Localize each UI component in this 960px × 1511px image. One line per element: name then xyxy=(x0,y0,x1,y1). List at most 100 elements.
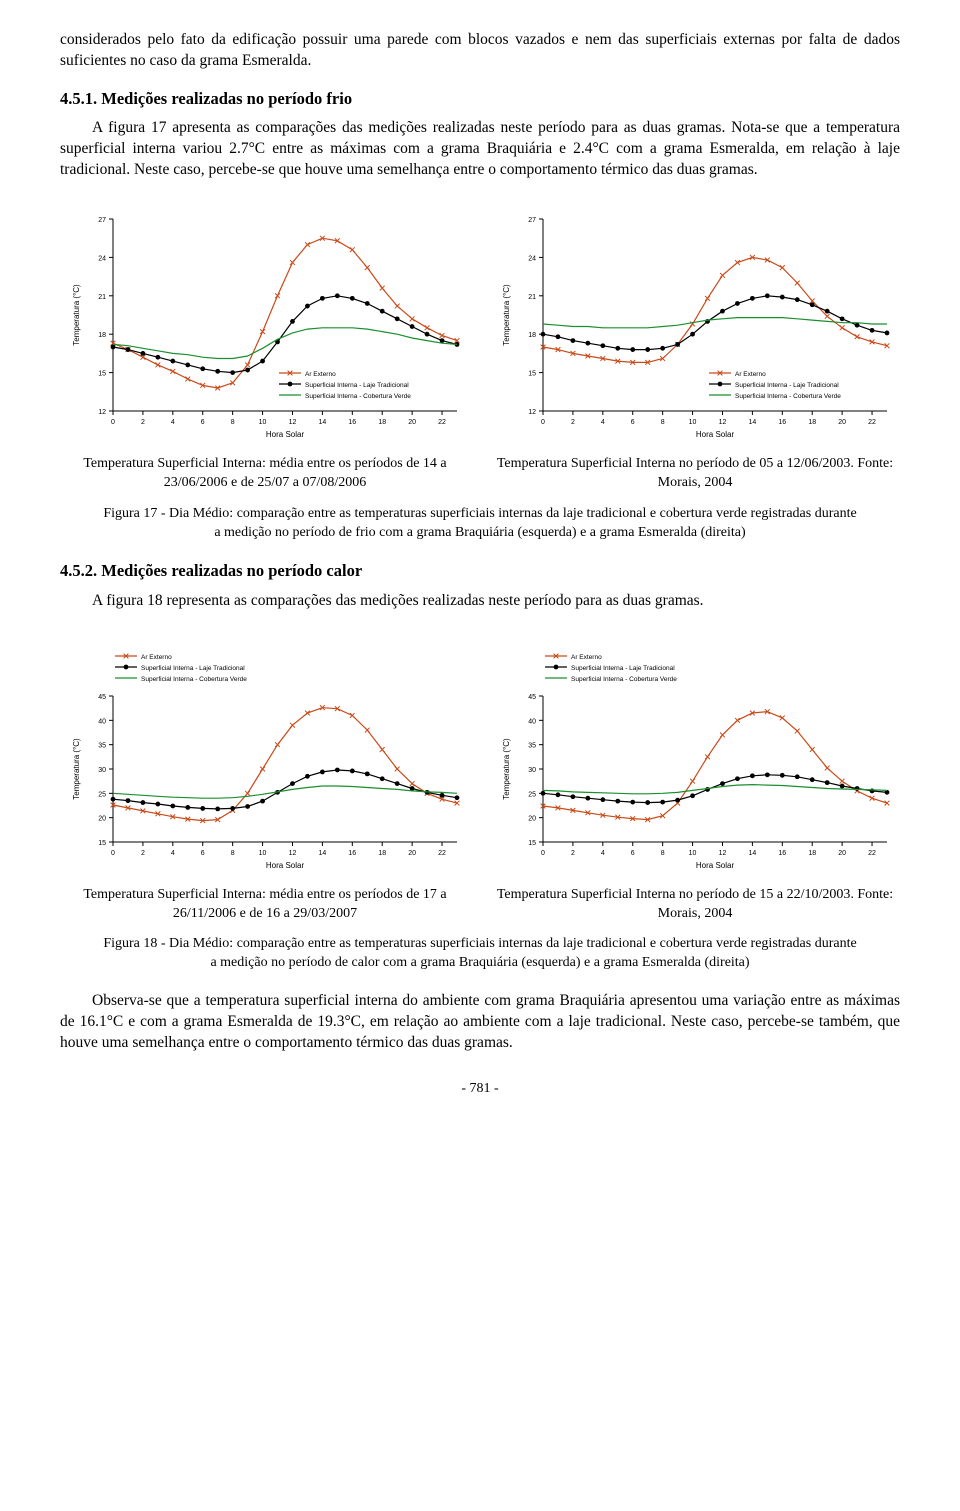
svg-text:8: 8 xyxy=(231,850,235,857)
svg-text:22: 22 xyxy=(438,850,446,857)
svg-text:45: 45 xyxy=(528,694,536,701)
svg-text:Ar Externo: Ar Externo xyxy=(141,654,172,661)
figure-18-left: 15 20 25 30 35 40 45 0 2 4 6 8 10 12 14 16 18 20 22 Hora So… xyxy=(60,642,470,930)
svg-text:15: 15 xyxy=(98,840,106,847)
svg-text:20: 20 xyxy=(98,815,106,822)
svg-text:10: 10 xyxy=(259,419,267,426)
svg-text:Ar Externo: Ar Externo xyxy=(571,654,602,661)
svg-text:12: 12 xyxy=(719,419,727,426)
heading-451: 4.5.1. Medições realizadas no período fr… xyxy=(60,88,900,110)
svg-text:Hora Solar: Hora Solar xyxy=(696,861,735,870)
svg-text:2: 2 xyxy=(571,419,575,426)
svg-text:15: 15 xyxy=(528,840,536,847)
svg-text:45: 45 xyxy=(98,694,106,701)
figure-17-left: 1215182124270246810121416182022Hora Sola… xyxy=(60,211,470,499)
svg-text:Hora Solar: Hora Solar xyxy=(266,861,305,870)
svg-text:18: 18 xyxy=(528,332,536,339)
svg-text:20: 20 xyxy=(408,850,416,857)
svg-text:10: 10 xyxy=(689,850,697,857)
svg-text:Hora Solar: Hora Solar xyxy=(696,430,735,439)
svg-text:16: 16 xyxy=(348,850,356,857)
svg-text:12: 12 xyxy=(98,409,106,416)
svg-text:Temperatura (°C): Temperatura (°C) xyxy=(502,284,511,346)
svg-text:12: 12 xyxy=(528,409,536,416)
svg-text:21: 21 xyxy=(98,294,106,301)
svg-text:18: 18 xyxy=(808,850,816,857)
svg-text:22: 22 xyxy=(868,850,876,857)
svg-text:0: 0 xyxy=(111,850,115,857)
svg-text:12: 12 xyxy=(719,850,727,857)
svg-text:Superficial Interna - Cobertur: Superficial Interna - Cobertura Verde xyxy=(305,393,411,400)
svg-text:14: 14 xyxy=(748,850,756,857)
caption-17-left: Temperatura Superficial Interna: média e… xyxy=(60,455,470,493)
figure-18-right: 152025303540450246810121416182022Hora So… xyxy=(490,642,900,930)
caption-17-right: Temperatura Superficial Interna no perío… xyxy=(490,455,900,493)
svg-text:6: 6 xyxy=(201,419,205,426)
svg-text:Hora Solar: Hora Solar xyxy=(266,430,305,439)
figure-17-caption: Figura 17 - Dia Médio: comparação entre … xyxy=(100,505,860,543)
figure-18-row: 152025303540450246810121416182022Hora So… xyxy=(60,642,900,930)
svg-text:2: 2 xyxy=(141,419,145,426)
svg-text:4: 4 xyxy=(171,850,175,857)
svg-text:Temperatura (°C): Temperatura (°C) xyxy=(502,738,511,800)
caption-18-right: Temperatura Superficial Interna no perío… xyxy=(490,886,900,924)
svg-text:27: 27 xyxy=(98,217,106,224)
svg-text:6: 6 xyxy=(631,419,635,426)
svg-text:21: 21 xyxy=(528,294,536,301)
svg-text:27: 27 xyxy=(528,217,536,224)
svg-text:8: 8 xyxy=(661,850,665,857)
svg-text:Superficial Interna - Cobertur: Superficial Interna - Cobertura Verde xyxy=(571,676,677,683)
caption-18-left: Temperatura Superficial Interna: média e… xyxy=(60,886,470,924)
svg-text:20: 20 xyxy=(528,815,536,822)
svg-text:20: 20 xyxy=(408,419,416,426)
svg-text:35: 35 xyxy=(98,742,106,749)
svg-text:18: 18 xyxy=(808,419,816,426)
svg-text:12: 12 xyxy=(289,419,297,426)
svg-text:25: 25 xyxy=(98,791,106,798)
svg-text:4: 4 xyxy=(171,419,175,426)
svg-text:8: 8 xyxy=(661,419,665,426)
para-451: A figura 17 apresenta as comparações das… xyxy=(60,118,900,181)
svg-text:4: 4 xyxy=(601,419,605,426)
page-number: - 781 - xyxy=(60,1080,900,1099)
svg-text:14: 14 xyxy=(318,419,326,426)
svg-text:Temperatura (°C): Temperatura (°C) xyxy=(72,738,81,800)
svg-text:10: 10 xyxy=(689,419,697,426)
chart-f18l: 15 20 25 30 35 40 45 0 2 4 6 8 10 12 14 16 18 20 22 Hora So… xyxy=(65,642,465,872)
svg-text:2: 2 xyxy=(141,850,145,857)
figure-17-row: 1215182124270246810121416182022Hora Sola… xyxy=(60,211,900,499)
svg-text:30: 30 xyxy=(98,767,106,774)
svg-text:0: 0 xyxy=(541,419,545,426)
svg-text:14: 14 xyxy=(748,419,756,426)
heading-452: 4.5.2. Medições realizadas no período ca… xyxy=(60,560,900,582)
svg-text:Ar Externo: Ar Externo xyxy=(305,371,336,378)
svg-text:Superficial Interna - Laje Tra: Superficial Interna - Laje Tradicional xyxy=(141,665,245,672)
svg-text:24: 24 xyxy=(528,255,536,262)
svg-text:20: 20 xyxy=(838,419,846,426)
svg-text:0: 0 xyxy=(541,850,545,857)
svg-text:Superficial Interna - Laje Tra: Superficial Interna - Laje Tradicional xyxy=(305,382,409,389)
svg-text:Ar Externo: Ar Externo xyxy=(735,371,766,378)
chart-f17r: 1215182124270246810121416182022Hora Sola… xyxy=(495,211,895,441)
svg-text:16: 16 xyxy=(778,850,786,857)
svg-text:6: 6 xyxy=(201,850,205,857)
svg-text:40: 40 xyxy=(98,718,106,725)
figure-17-right: 1215182124270246810121416182022Hora Sola… xyxy=(490,211,900,499)
para-conclusion: Observa-se que a temperatura superficial… xyxy=(60,991,900,1054)
svg-text:10: 10 xyxy=(259,850,267,857)
svg-text:18: 18 xyxy=(378,850,386,857)
svg-text:2: 2 xyxy=(571,850,575,857)
svg-text:30: 30 xyxy=(528,767,536,774)
svg-text:40: 40 xyxy=(528,718,536,725)
chart-f17l: 1215182124270246810121416182022Hora Sola… xyxy=(65,211,465,441)
svg-text:14: 14 xyxy=(318,850,326,857)
svg-text:12: 12 xyxy=(289,850,297,857)
svg-text:Temperatura (°C): Temperatura (°C) xyxy=(72,284,81,346)
svg-text:25: 25 xyxy=(528,791,536,798)
svg-text:24: 24 xyxy=(98,255,106,262)
svg-text:15: 15 xyxy=(528,370,536,377)
svg-text:15: 15 xyxy=(98,370,106,377)
para-intro: considerados pelo fato da edificação pos… xyxy=(60,30,900,72)
svg-text:Superficial Interna - Cobertur: Superficial Interna - Cobertura Verde xyxy=(735,393,841,400)
figure-18-caption: Figura 18 - Dia Médio: comparação entre … xyxy=(100,935,860,973)
